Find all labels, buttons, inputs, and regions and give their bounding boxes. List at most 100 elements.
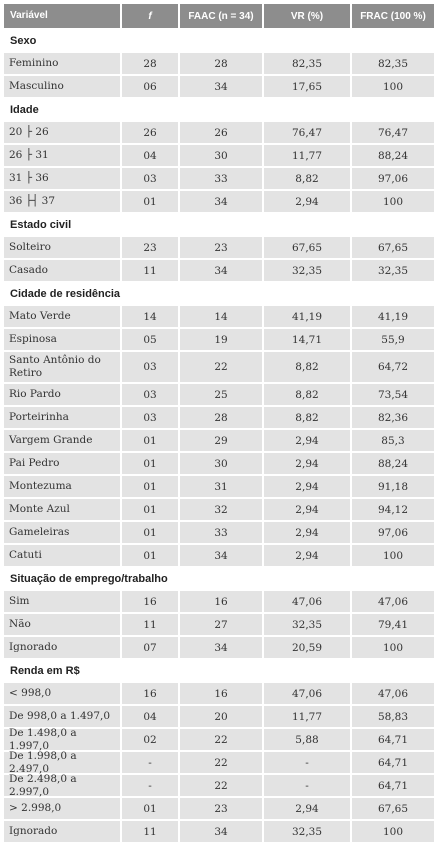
table-cell: - <box>262 775 350 796</box>
table-cell: Mato Verde <box>9 310 71 323</box>
table-cell: 2,94 <box>262 798 350 819</box>
table-body: Sexo Feminino 28 28 82,35 82,35 Masculino 06 34 1… <box>4 28 434 842</box>
table-cell: 25 <box>178 384 262 405</box>
table-cell: 28 <box>178 53 262 74</box>
table-cell: 11 <box>120 260 178 281</box>
table-cell: 26 <box>120 122 178 143</box>
table-cell: 22 <box>178 752 262 773</box>
table-cell: 58,83 <box>350 706 434 727</box>
table-cell: 07 <box>120 637 178 658</box>
table-cell: 19 <box>178 329 262 350</box>
table-cell: Casado <box>9 264 48 277</box>
table-cell: 73,54 <box>350 384 434 405</box>
table-cell: 34 <box>178 76 262 97</box>
table-row: Mato Verde 14 14 41,19 41,19 <box>4 304 434 327</box>
table-cell: 82,36 <box>350 407 434 428</box>
table-cell: Gameleiras <box>9 526 70 539</box>
table-cell: 41,19 <box>350 306 434 327</box>
table-cell: 82,35 <box>350 53 434 74</box>
table-cell: 67,65 <box>350 798 434 819</box>
table-cell: De 1.498,0 a 1.997,0 <box>9 726 77 752</box>
section-title: Sexo <box>4 28 434 51</box>
table-cell: 97,06 <box>350 168 434 189</box>
table-cell: 79,41 <box>350 614 434 635</box>
table-cell: 11,77 <box>262 706 350 727</box>
table-row: Rio Pardo 03 25 8,82 73,54 <box>4 382 434 405</box>
table-cell: 55,9 <box>350 329 434 350</box>
table-cell: Ignorado <box>9 641 58 654</box>
table-cell: Espinosa <box>9 333 57 346</box>
table-cell: 23 <box>178 798 262 819</box>
table-cell: 32 <box>178 499 262 520</box>
header-cell: FRAC (100 %) <box>350 4 434 28</box>
table-cell: De 1.998,0 a 2.497,0 <box>9 749 77 775</box>
table-row: 31 ├ 36 03 33 8,82 97,06 <box>4 166 434 189</box>
section-title: Renda em R$ <box>4 658 434 681</box>
table-row: Vargem Grande 01 29 2,94 85,3 <box>4 428 434 451</box>
table-row: Ignorado 11 34 32,35 100 <box>4 819 434 842</box>
table-cell: Catuti <box>9 549 42 562</box>
table-cell: - <box>120 775 178 796</box>
table-cell: 01 <box>120 476 178 497</box>
header-cell: VR (%) <box>262 4 350 28</box>
table-cell: 34 <box>178 637 262 658</box>
table-cell: 06 <box>120 76 178 97</box>
table-cell: Masculino <box>9 80 64 93</box>
table-cell: 100 <box>350 76 434 97</box>
header-cell: FAAC (n = 34) <box>178 4 262 28</box>
table-cell: 97,06 <box>350 522 434 543</box>
table-cell: - <box>120 752 178 773</box>
table-row: Sim 16 16 47,06 47,06 <box>4 589 434 612</box>
header-cell: Variável <box>10 10 48 21</box>
table-cell: 8,82 <box>262 352 350 382</box>
table-cell: 32,35 <box>262 821 350 842</box>
table-cell: 22 <box>178 729 262 750</box>
table-row: Feminino 28 28 82,35 82,35 <box>4 51 434 74</box>
table-cell: 31 ├ 36 <box>9 172 49 185</box>
table-row: Catuti 01 34 2,94 100 <box>4 543 434 566</box>
section-title: Cidade de residência <box>4 281 434 304</box>
table-cell: 28 <box>120 53 178 74</box>
table-cell: 23 <box>178 237 262 258</box>
table-cell: De 998,0 a 1.497,0 <box>9 710 111 723</box>
table-row: Montezuma 01 31 2,94 91,18 <box>4 474 434 497</box>
table-cell: 64,72 <box>350 352 434 382</box>
table-cell: 03 <box>120 352 178 382</box>
table-cell: 47,06 <box>262 591 350 612</box>
table-cell: 14 <box>120 306 178 327</box>
table-cell: > 2.998,0 <box>9 802 62 815</box>
table-cell: 16 <box>120 591 178 612</box>
table-cell: 36 ├┤ 37 <box>9 195 56 208</box>
table-cell: 32,35 <box>350 260 434 281</box>
table-cell: 5,88 <box>262 729 350 750</box>
table-cell: 03 <box>120 384 178 405</box>
table-cell: 26 ├ 31 <box>9 149 49 162</box>
table-cell: 100 <box>350 191 434 212</box>
table-cell: 100 <box>350 637 434 658</box>
table-cell: 64,71 <box>350 752 434 773</box>
table-cell: 22 <box>178 775 262 796</box>
table-cell: < 998,0 <box>9 687 52 700</box>
table-cell: 34 <box>178 260 262 281</box>
table-cell: 04 <box>120 145 178 166</box>
table-cell: De 2.498,0 a 2.997,0 <box>9 772 77 798</box>
table-row: De 1.998,0 a 2.497,0-22-64,71 <box>4 749 434 775</box>
table-cell: 01 <box>120 430 178 451</box>
table-cell: Sim <box>9 595 30 608</box>
table-row: Gameleiras 01 33 2,94 97,06 <box>4 520 434 543</box>
table-cell: 32,35 <box>262 260 350 281</box>
table-row: Casado 11 34 32,35 32,35 <box>4 258 434 281</box>
table-cell: 8,82 <box>262 384 350 405</box>
section-title: Estado civil <box>4 212 434 235</box>
data-table: Variável f FAAC (n = 34) VR (%) FRAC (10… <box>4 4 434 842</box>
table-cell: 47,06 <box>350 591 434 612</box>
table-cell: 88,24 <box>350 453 434 474</box>
table-cell: 11 <box>120 614 178 635</box>
table-cell: 47,06 <box>262 683 350 704</box>
table-cell: 11,77 <box>262 145 350 166</box>
table-cell: 2,94 <box>262 522 350 543</box>
table-row: Masculino 06 34 17,65 100 <box>4 74 434 97</box>
table-cell: 20,59 <box>262 637 350 658</box>
table-cell: 03 <box>120 407 178 428</box>
table-cell: 16 <box>178 591 262 612</box>
